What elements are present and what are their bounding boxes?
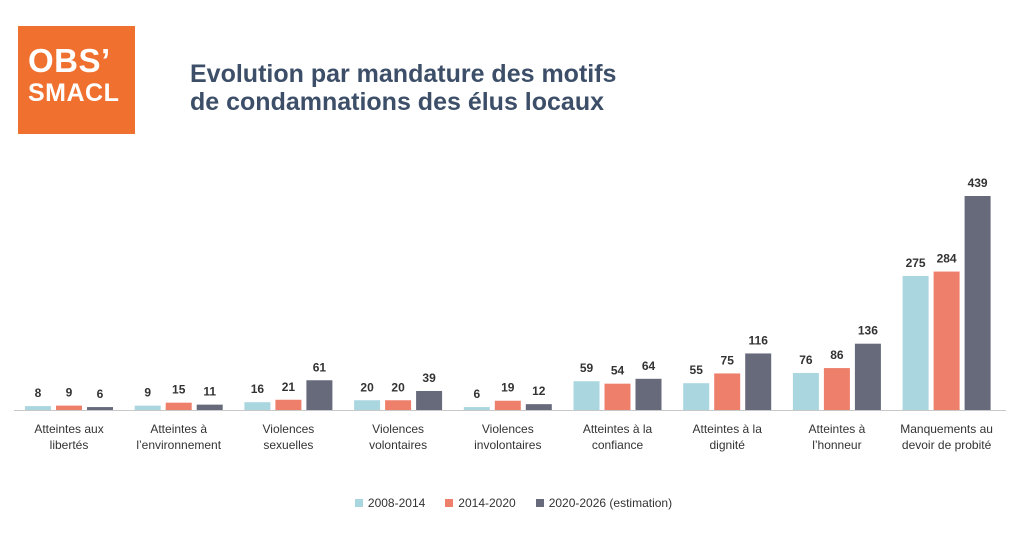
chart-title-line-1: Evolution par mandature des motifs [190,60,617,88]
bar-5-series-1 [463,407,490,410]
category-label-5-line-2: involontaires [474,438,541,452]
data-label-2-series-2: 15 [172,383,186,397]
bar-3-series-2 [275,399,302,410]
bar-2-series-1 [134,405,161,410]
bar-6-series-3 [635,378,662,410]
data-label-9-series-2: 284 [937,252,957,266]
category-label-2-line-1: Atteintes à [150,422,207,436]
bar-5-series-3 [525,404,552,410]
data-label-9-series-1: 275 [906,256,926,270]
category-label-7-line-2: dignité [710,438,746,452]
bar-1-series-3 [87,407,113,410]
category-label-6-line-1: Atteintes à la [583,422,653,436]
category-label-1-line-2: libertés [50,438,89,452]
legend-item-2: 2014-2020 [445,496,516,510]
legend-swatch-1 [354,499,363,507]
data-label-7-series-3: 116 [749,333,769,347]
bar-8-series-3 [854,343,881,410]
data-label-4-series-1: 20 [360,380,374,394]
data-label-6-series-1: 59 [580,361,594,375]
data-label-4-series-2: 20 [391,380,405,394]
bar-3-series-3 [306,380,333,410]
category-label-5-line-1: Violences [482,422,534,436]
legend-label-2: 2014-2020 [458,496,516,510]
bar-1-series-2 [56,405,82,410]
category-label-4-line-2: volontaires [369,438,427,452]
chart-title-line-2: de condamnations des élus locaux [190,88,605,116]
bar-9-series-2 [933,271,960,410]
chart-legend: 2008-2014 2014-2020 2020-2026 (estimation) [0,496,1027,510]
category-label-9-line-1: Manquements au [900,422,993,436]
category-label-8-line-1: Atteintes à [809,422,866,436]
data-label-7-series-1: 55 [690,363,704,377]
category-label-3-line-2: sexuelles [263,438,313,452]
bar-9-series-3 [964,196,991,410]
bar-7-series-3 [745,353,772,410]
data-label-6-series-3: 64 [642,359,656,373]
category-label-3-line-1: Violences [262,422,314,436]
legend-item-1: 2008-2014 [354,496,426,510]
data-label-9-series-3: 439 [968,176,988,190]
bar-8-series-1 [792,372,819,410]
bar-1-series-1 [25,406,51,410]
bar-2-series-3 [196,404,223,410]
data-label-3-series-2: 21 [282,380,296,394]
data-label-8-series-1: 76 [799,353,813,367]
category-label-2-line-2: l’environnement [136,438,221,452]
bar-7-series-1 [683,383,710,410]
data-label-2-series-3: 11 [203,385,216,399]
data-label-8-series-2: 86 [830,348,844,362]
data-label-1-series-1: 8 [35,386,42,400]
bar-8-series-2 [823,368,850,410]
legend-swatch-2 [445,499,454,507]
category-label-1-line-1: Atteintes aux [34,422,103,436]
data-label-6-series-2: 54 [611,364,625,378]
data-label-5-series-2: 19 [501,381,515,395]
data-label-5-series-1: 6 [473,387,480,401]
bar-3-series-1 [244,402,271,410]
logo-line-2: SMACL [28,79,120,107]
data-label-7-series-2: 75 [721,353,735,367]
bar-4-series-2 [385,400,412,410]
data-label-1-series-2: 9 [66,386,73,400]
obs-smacl-logo: OBS’ SMACL [18,26,135,134]
bar-4-series-1 [354,400,381,410]
bar-4-series-3 [416,390,443,410]
bar-9-series-1 [902,275,929,410]
category-label-6-line-2: confiance [592,438,644,452]
legend-label-3: 2020-2026 (estimation) [548,496,673,510]
logo-line-1: OBS’ [28,42,111,79]
data-label-5-series-3: 12 [532,384,546,398]
data-label-1-series-3: 6 [97,387,104,401]
data-label-2-series-1: 9 [144,386,151,400]
data-label-8-series-3: 136 [858,324,878,338]
bar-6-series-2 [604,383,631,410]
bar-2-series-2 [165,402,192,410]
category-label-9-line-2: devoir de probité [902,438,992,452]
bar-7-series-2 [714,373,741,410]
bar-5-series-2 [494,400,521,410]
data-label-3-series-1: 16 [251,382,265,396]
category-label-7-line-1: Atteintes à la [693,422,763,436]
category-label-8-line-2: l’honneur [812,438,861,452]
data-label-3-series-3: 61 [313,360,327,374]
category-label-4-line-1: Violences [372,422,424,436]
legend-label-1: 2008-2014 [367,496,426,510]
chart-title: Evolution par mandature des motifs de co… [190,60,616,116]
data-label-4-series-3: 39 [422,371,436,385]
bar-6-series-1 [573,381,600,410]
legend-swatch-3 [535,499,544,507]
legend-item-3: 2020-2026 (estimation) [535,496,673,510]
